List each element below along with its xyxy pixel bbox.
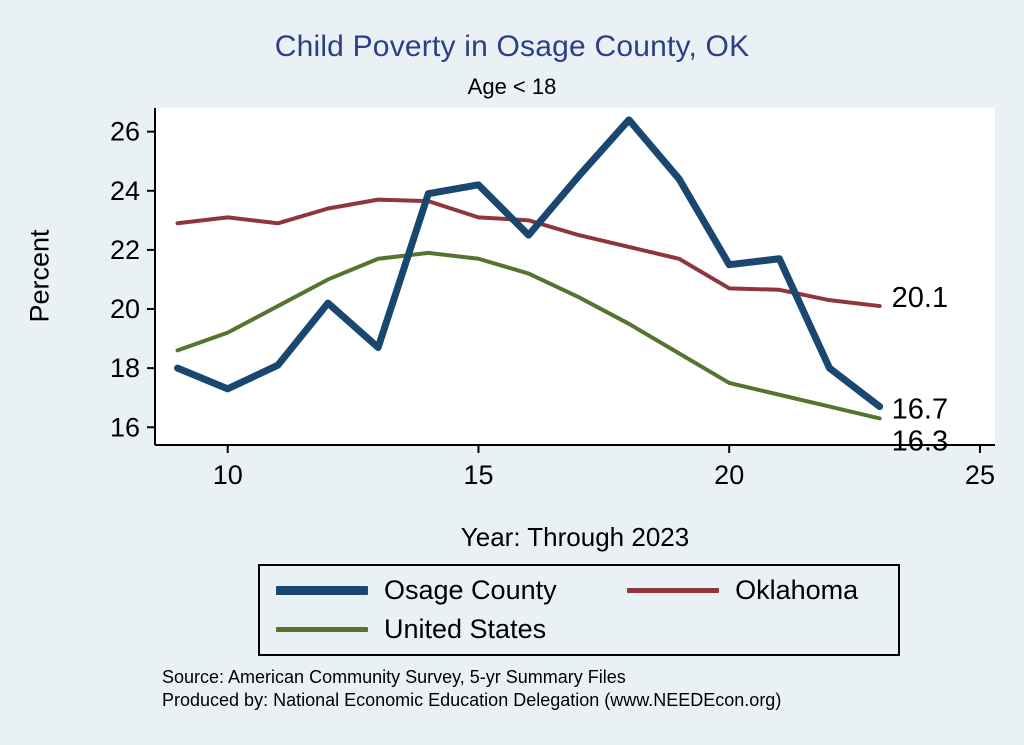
source-note: Source: American Community Survey, 5-yr … (162, 667, 626, 687)
legend-swatch-oklahoma (627, 588, 720, 593)
legend-items: Osage County Oklahoma United States (260, 566, 898, 654)
y-tick-label: 26 (110, 117, 140, 147)
line-chart: 10 15 20 25 16 18 20 22 24 26 16.7 20.1 16.3 (110, 108, 995, 490)
series-osage-county (174, 116, 884, 411)
end-label-oklahoma: 20.1 (892, 282, 948, 314)
x-tick-label: 10 (213, 460, 243, 490)
x-axis-label: Year: Through 2023 (460, 522, 690, 552)
series-oklahoma (175, 197, 882, 309)
end-label-united-states: 16.3 (892, 425, 948, 457)
legend-label: Osage County (384, 575, 557, 605)
legend-swatch-osage-county (276, 586, 368, 595)
x-tick-label: 25 (965, 460, 995, 490)
y-tick-label: 18 (110, 353, 140, 383)
legend-label: Oklahoma (735, 575, 859, 605)
footer: Source: American Community Survey, 5-yr … (162, 666, 781, 712)
y-tick-label: 24 (110, 176, 140, 206)
chart-title: Child Poverty in Osage County, OK (274, 30, 750, 63)
legend-swatch-united-states (276, 627, 368, 632)
x-tick-label: 20 (714, 460, 744, 490)
y-tick-label: 16 (110, 412, 140, 442)
chart-subtitle: Age < 18 (467, 74, 557, 99)
produced-by-note: Produced by: National Economic Education… (162, 690, 782, 710)
y-tick-label: 22 (110, 235, 140, 265)
legend-item-osage-county: Osage County (276, 575, 627, 606)
series-united-states (175, 250, 882, 421)
legend-item-united-states: United States (276, 614, 627, 645)
x-tick-label: 15 (463, 460, 493, 490)
end-label-osage-county: 16.7 (892, 394, 948, 426)
legend: Osage County Oklahoma United States (258, 564, 900, 656)
legend-item-oklahoma: Oklahoma (627, 575, 892, 606)
y-tick-label: 20 (110, 294, 140, 324)
legend-label: United States (384, 614, 547, 644)
